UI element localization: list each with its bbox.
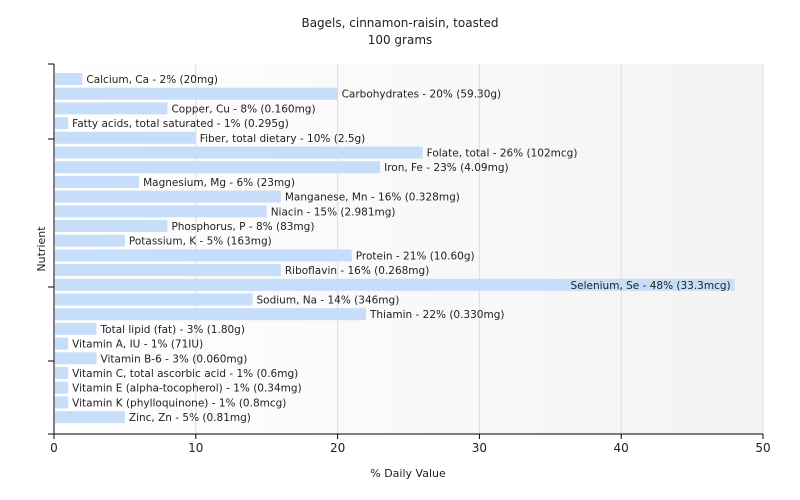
bar-label: Potassium, K - 5% (163mg) <box>129 236 272 248</box>
bar-labels: Calcium, Ca - 2% (20mg) Carbohydrates - 2… <box>72 74 730 424</box>
bar-label: Vitamin A, IU - 1% (71IU) <box>72 339 203 351</box>
grid-lines <box>195 64 764 434</box>
x-tick-label: 20 <box>330 441 345 455</box>
bar-label: Protein - 21% (10.60g) <box>356 250 475 262</box>
bar <box>55 322 97 335</box>
bar <box>55 146 423 159</box>
bar-label: Copper, Cu - 8% (0.160mg) <box>171 103 315 115</box>
bar-label: Zinc, Zn - 5% (0.81mg) <box>129 412 251 424</box>
bar-label: Magnesium, Mg - 6% (23mg) <box>143 177 295 189</box>
bar-label: Thiamin - 22% (0.330mg) <box>369 309 505 321</box>
bar-label: Niacin - 15% (2.981mg) <box>271 206 396 218</box>
bar <box>55 411 125 424</box>
bar-label: Phosphorus, P - 8% (83mg) <box>171 221 314 233</box>
bar <box>55 87 338 100</box>
bar <box>55 234 125 247</box>
bar-label: Sodium, Na - 14% (346mg) <box>257 295 400 307</box>
bar-label: Manganese, Mn - 16% (0.328mg) <box>285 192 460 204</box>
bar <box>55 293 253 306</box>
bar-label: Carbohydrates - 20% (59.30g) <box>342 89 502 101</box>
bar <box>55 308 366 321</box>
bar <box>55 264 281 277</box>
chart-subtitle: 100 grams <box>368 33 433 47</box>
bar-label: Total lipid (fat) - 3% (1.80g) <box>100 324 245 336</box>
x-tick-label: 50 <box>755 441 770 455</box>
bar <box>55 249 352 262</box>
bar <box>55 205 267 218</box>
bar <box>55 131 196 144</box>
bar-label: Vitamin B-6 - 3% (0.060mg) <box>101 353 248 365</box>
bar <box>55 102 168 115</box>
plot-background <box>54 64 763 434</box>
bar <box>55 175 140 188</box>
bar-label: Vitamin K (phylloquinone) - 1% (0.8mcg) <box>72 397 286 409</box>
x-tick-labels: 0 10 20 30 40 50 <box>50 441 770 455</box>
bar <box>55 381 69 394</box>
x-tick-label: 40 <box>614 441 629 455</box>
bar-label: Vitamin C, total ascorbic acid - 1% (0.6… <box>72 368 298 380</box>
plot-area <box>54 64 763 434</box>
x-tick-label: 0 <box>50 441 58 455</box>
bar <box>55 161 381 174</box>
bars <box>55 73 735 424</box>
bar <box>55 73 83 85</box>
x-tick-label: 10 <box>188 441 203 455</box>
bar <box>55 337 69 350</box>
bar-label: Folate, total - 26% (102mcg) <box>427 148 578 160</box>
x-axis-label: % Daily Value <box>370 467 446 480</box>
y-axis-label: Nutrient <box>35 226 48 272</box>
axes <box>48 63 764 439</box>
bar <box>55 190 281 203</box>
bar <box>55 220 168 232</box>
bar-label: Iron, Fe - 23% (4.09mg) <box>384 162 508 174</box>
bar-label: Vitamin E (alpha-tocopherol) - 1% (0.34m… <box>72 383 302 395</box>
bar <box>55 278 735 291</box>
bar <box>55 367 69 379</box>
bar <box>55 396 69 409</box>
bar <box>55 117 69 130</box>
bar-label: Riboflavin - 16% (0.268mg) <box>285 265 429 277</box>
bar-label: Fatty acids, total saturated - 1% (0.295… <box>72 118 289 130</box>
bar-label: Calcium, Ca - 2% (20mg) <box>86 74 218 86</box>
x-tick-label: 30 <box>472 441 487 455</box>
bar-label: Selenium, Se - 48% (33.3mcg) <box>570 280 730 292</box>
bar-label: Fiber, total dietary - 10% (2.5g) <box>200 133 365 145</box>
chart-title: Bagels, cinnamon-raisin, toasted <box>301 16 498 30</box>
bar <box>55 352 97 365</box>
